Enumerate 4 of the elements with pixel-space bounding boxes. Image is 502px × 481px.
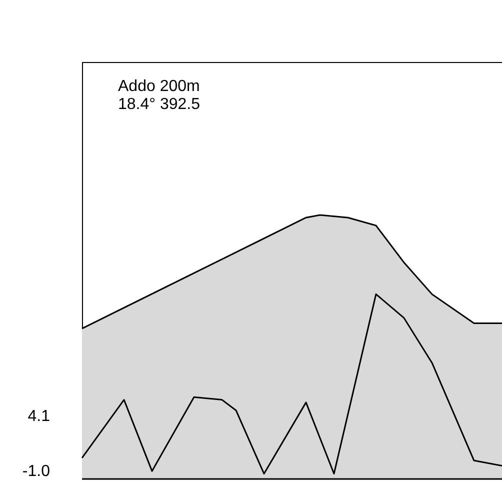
text: -1.0 — [21, 463, 50, 481]
text: 18.4° 392.5 — [118, 96, 200, 114]
text: 4.1 — [26, 408, 50, 426]
text: Addo 200m — [118, 78, 200, 96]
